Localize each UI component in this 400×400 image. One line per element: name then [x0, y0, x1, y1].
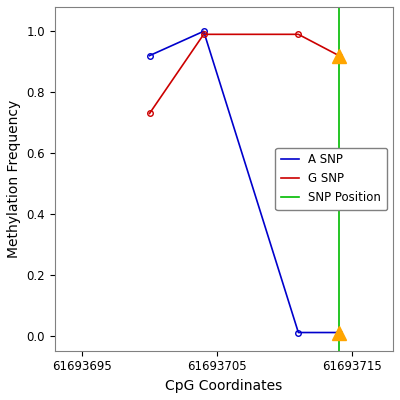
Legend: A SNP, G SNP, SNP Position: A SNP, G SNP, SNP Position — [275, 148, 387, 210]
X-axis label: CpG Coordinates: CpG Coordinates — [165, 379, 282, 393]
Y-axis label: Methylation Frequency: Methylation Frequency — [7, 100, 21, 258]
